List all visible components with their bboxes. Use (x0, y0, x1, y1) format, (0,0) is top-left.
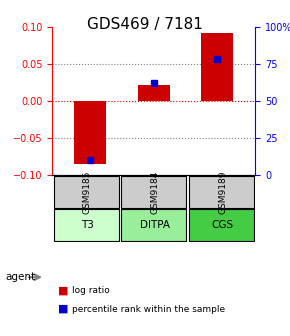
Text: log ratio: log ratio (72, 286, 110, 295)
Text: GSM9184: GSM9184 (151, 170, 160, 214)
Text: CGS: CGS (212, 220, 234, 230)
Bar (75, 101, 106, 164)
FancyBboxPatch shape (54, 176, 119, 208)
Bar (201, 33, 233, 101)
Text: agent: agent (6, 272, 36, 282)
Text: GSM9185: GSM9185 (83, 170, 92, 214)
Text: GDS469 / 7181: GDS469 / 7181 (87, 17, 203, 32)
Text: ■: ■ (58, 304, 68, 314)
Text: T3: T3 (81, 220, 94, 230)
FancyBboxPatch shape (54, 209, 119, 241)
FancyBboxPatch shape (121, 176, 186, 208)
Text: percentile rank within the sample: percentile rank within the sample (72, 305, 226, 313)
Text: DITPA: DITPA (140, 220, 170, 230)
Text: GSM9189: GSM9189 (218, 170, 227, 214)
FancyBboxPatch shape (189, 209, 254, 241)
FancyBboxPatch shape (189, 176, 254, 208)
Bar (138, 85, 170, 101)
FancyBboxPatch shape (121, 209, 186, 241)
Text: ■: ■ (58, 286, 68, 296)
